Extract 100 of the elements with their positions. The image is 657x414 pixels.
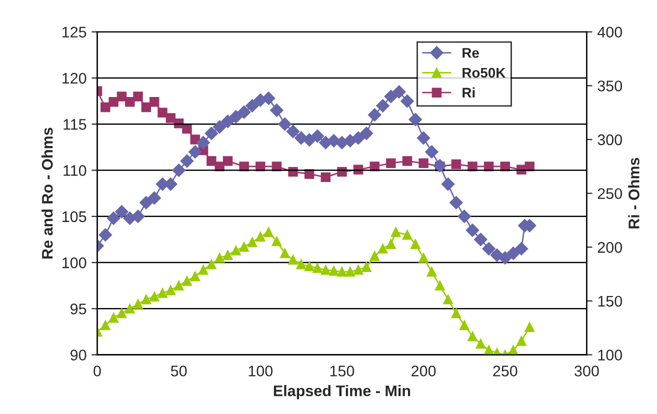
point [328,266,339,276]
y-tick-label: 115 [64,119,86,130]
point [256,232,266,242]
point [378,244,388,254]
point [458,210,471,223]
y-tick-label: 125 [62,26,86,38]
point [108,96,118,107]
point [506,246,520,260]
point [204,126,218,140]
point [133,92,143,102]
point [362,262,372,272]
point [172,164,186,177]
point [459,320,470,330]
x-tick-label: 200 [412,366,436,376]
point [435,280,445,290]
point [166,113,176,123]
point [182,276,192,286]
point [131,210,145,223]
point [370,251,380,261]
y-tick-label: 100 [62,257,86,268]
point [418,253,428,263]
point [376,99,390,112]
point [352,131,365,145]
point [116,308,127,318]
point [100,320,110,330]
point [304,261,314,272]
point [410,239,420,249]
y2-tick-label: 400 [597,26,622,38]
point [198,265,208,275]
y2-tick-label: 300 [598,134,622,146]
x-axis-title: Elapsed Time - Min [274,385,410,400]
point [182,124,192,134]
point [237,106,251,119]
point [312,263,322,273]
point [174,280,184,290]
point [166,285,176,296]
point [125,304,135,314]
x-tick-label: 250 [493,366,518,376]
legend-label: Ro50K [462,68,506,78]
point [116,92,127,102]
point [288,254,298,265]
point [474,232,488,246]
y-tick-label: 95 [70,304,86,314]
y2-axis-title: Ri - Ohms [628,158,640,228]
point [408,112,422,126]
point [514,242,528,256]
x-tick-label: 150 [330,366,354,376]
point [450,196,463,210]
point [426,266,437,277]
y-tick-label: 120 [62,72,86,84]
point [98,228,112,242]
point [386,158,396,168]
point [498,251,512,265]
point [402,230,412,240]
point [149,96,160,107]
point [490,248,504,262]
point [402,156,412,166]
point [206,156,216,166]
point [320,265,331,275]
point [451,159,462,170]
x-tick-label: 100 [248,366,273,376]
point [100,102,110,112]
point [384,90,398,104]
point [418,158,428,168]
point [416,131,430,145]
point [141,102,152,112]
point [392,85,406,98]
legend-label: Ri [462,87,475,98]
point [524,162,534,172]
point [524,322,534,332]
y-axis-title: Re and Ro - Ohms [42,128,53,259]
y-tick-label: 90 [70,350,86,360]
point [115,205,128,218]
point [239,162,249,172]
point [360,126,374,140]
point [262,92,276,105]
point [451,308,462,318]
y2-tick-label: 200 [598,242,622,253]
point [140,196,153,210]
point [482,242,496,256]
point [272,236,282,246]
point [264,227,274,237]
point [425,145,438,158]
point [468,331,478,342]
point [247,237,258,248]
point [206,260,216,270]
point [158,108,168,118]
point [468,162,478,172]
point [353,265,364,275]
point [278,118,292,131]
point [337,266,347,277]
point [320,172,331,182]
point [158,288,168,298]
point [133,299,143,309]
point [125,96,135,107]
point [433,159,446,172]
x-tick-label: 50 [170,366,187,376]
point [108,313,118,323]
point [141,294,152,304]
x-tick-label: 0 [94,366,101,376]
